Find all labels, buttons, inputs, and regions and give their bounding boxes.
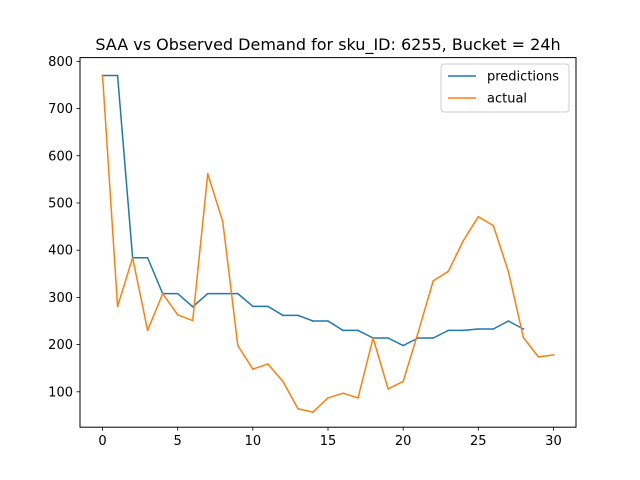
y-tick-label: 100 <box>48 385 73 400</box>
data-point-actual <box>522 336 525 339</box>
data-point-actual <box>492 224 495 227</box>
x-tick-label: 5 <box>174 434 182 449</box>
data-point-actual <box>507 270 510 273</box>
data-point-predictions <box>312 320 314 322</box>
data-point-actual <box>237 344 239 347</box>
data-point-predictions <box>477 328 480 330</box>
data-point-predictions <box>387 337 389 339</box>
axes-frame <box>79 57 577 428</box>
data-point-actual <box>101 74 104 77</box>
x-tick-label: 0 <box>98 434 106 449</box>
data-point-actual <box>282 380 284 383</box>
data-point-actual <box>191 319 194 322</box>
x-tick-label: 25 <box>470 434 487 449</box>
y-tick-label: 500 <box>48 196 73 211</box>
data-point-predictions <box>146 256 149 259</box>
data-point-actual <box>131 256 134 259</box>
data-point-actual <box>176 314 179 316</box>
x-axis: 0 5 10 15 20 25 30 <box>98 427 562 449</box>
data-point-predictions <box>432 337 435 339</box>
x-tick-label: 30 <box>545 434 562 449</box>
data-point-predictions <box>507 320 510 322</box>
data-point-actual <box>312 411 314 413</box>
data-point-predictions <box>357 329 359 332</box>
data-point-predictions <box>191 306 194 308</box>
data-point-actual <box>146 329 149 332</box>
data-point-actual <box>252 368 254 370</box>
data-point-predictions <box>206 292 209 295</box>
y-tick-label: 700 <box>48 102 73 117</box>
data-point-predictions <box>252 305 254 308</box>
data-point-predictions <box>327 320 329 322</box>
y-axis: 100 200 300 400 500 600 700 800 <box>48 55 80 400</box>
data-point-predictions <box>342 329 344 332</box>
x-tick-label: 20 <box>395 434 412 449</box>
y-tick-label: 800 <box>48 55 73 70</box>
data-point-predictions <box>282 314 284 317</box>
data-point-predictions <box>462 329 465 332</box>
data-point-predictions <box>492 328 495 330</box>
data-point-actual <box>477 215 480 218</box>
data-point-actual <box>372 337 374 339</box>
data-point-predictions <box>417 337 419 339</box>
data-point-actual <box>297 407 299 410</box>
series-line-actual <box>101 74 555 413</box>
data-point-actual <box>161 292 164 295</box>
data-point-actual <box>462 239 465 242</box>
data-point-actual <box>552 354 555 356</box>
data-point-actual <box>537 356 540 358</box>
data-point-actual <box>221 221 224 223</box>
data-point-predictions <box>267 305 269 308</box>
legend-label-predictions: predictions <box>487 70 559 85</box>
data-point-actual <box>387 388 389 390</box>
data-point-actual <box>267 363 269 365</box>
data-point-actual <box>447 270 450 273</box>
y-tick-label: 200 <box>48 338 73 353</box>
data-point-predictions <box>176 292 179 295</box>
plot-lines <box>101 74 555 413</box>
data-point-predictions <box>297 314 299 317</box>
series-line-predictions <box>101 74 525 347</box>
chart-title: SAA vs Observed Demand for sku_ID: 6255,… <box>95 35 560 55</box>
x-tick-label: 15 <box>320 434 337 449</box>
data-point-predictions <box>116 74 119 77</box>
data-point-actual <box>116 305 119 308</box>
y-tick-label: 300 <box>48 291 73 306</box>
data-point-actual <box>342 392 344 395</box>
y-tick-label: 600 <box>48 149 73 164</box>
data-point-predictions <box>402 344 404 347</box>
data-point-predictions <box>522 328 525 330</box>
data-point-actual <box>417 331 419 334</box>
data-point-predictions <box>447 329 450 332</box>
legend: predictions actual <box>440 63 570 113</box>
data-point-actual <box>357 397 359 399</box>
x-tick-label: 10 <box>245 434 262 449</box>
data-point-actual <box>327 397 329 399</box>
data-point-actual <box>432 280 435 282</box>
data-point-predictions <box>237 292 239 295</box>
legend-label-actual: actual <box>487 92 527 107</box>
data-point-actual <box>402 380 404 383</box>
data-point-actual <box>206 172 209 175</box>
y-tick-label: 400 <box>48 244 73 259</box>
data-point-predictions <box>221 292 224 295</box>
